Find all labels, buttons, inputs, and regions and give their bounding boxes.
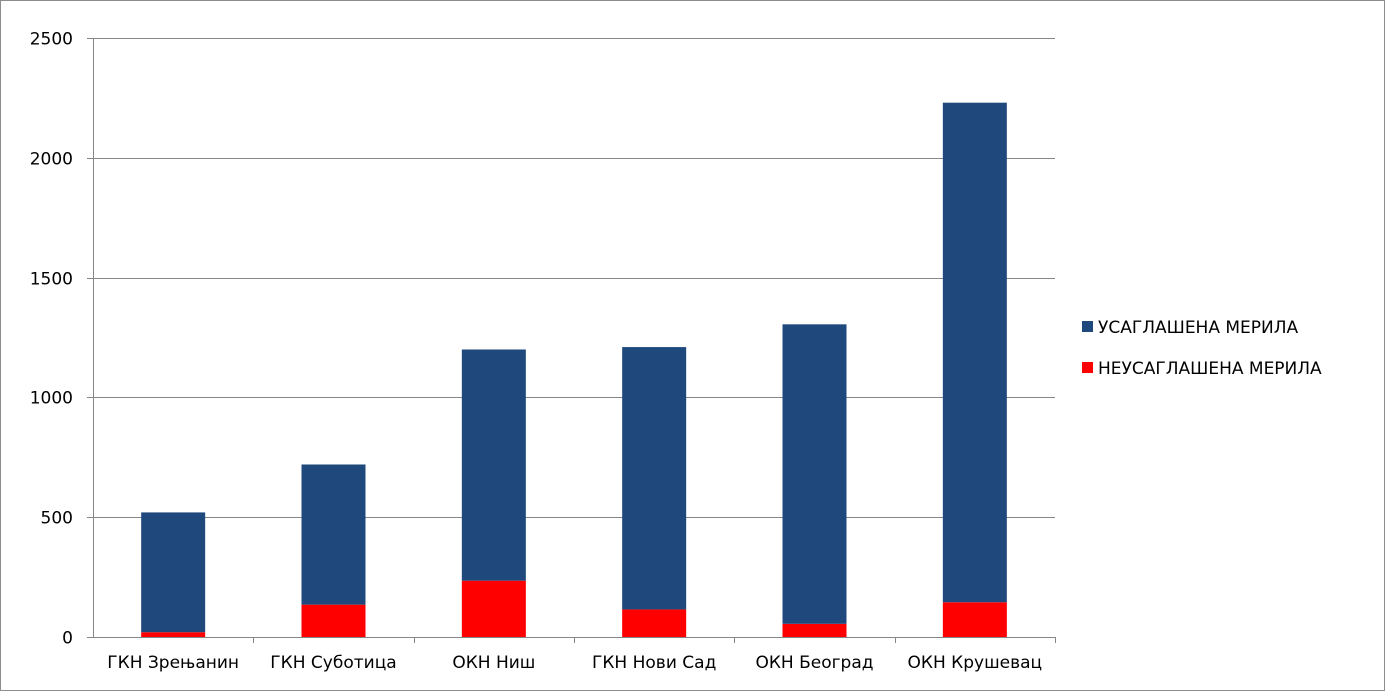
y-tick-label: 1000 (30, 389, 73, 409)
axes (87, 38, 1056, 643)
y-tick-labels: 0 500 1000 1500 2000 2500 (30, 30, 73, 649)
y-tick-label: 0 (62, 629, 73, 649)
bar-segment (622, 347, 687, 610)
bar-segment (942, 102, 1007, 603)
legend-label: НЕУСАГЛАШЕНА МЕРИЛА (1098, 359, 1322, 379)
y-tick-label: 2500 (30, 30, 73, 50)
bar-segment (782, 623, 847, 637)
x-tick-label: ГКН Зрењанин (107, 653, 239, 673)
bar-segment (301, 604, 366, 637)
y-tick-label: 1500 (30, 270, 73, 290)
bars (141, 102, 1007, 637)
bar-segment (622, 609, 687, 637)
legend-label: УСАГЛАШЕНА МЕРИЛА (1098, 318, 1299, 338)
bar-segment (141, 632, 206, 637)
y-tick-label: 2000 (30, 150, 73, 170)
legend-swatch (1082, 362, 1093, 373)
x-tick-labels: ГКН Зрењанин ГКН Суботица ОКН Ниш ГКН Нови … (107, 653, 1042, 673)
x-tick-label: ОКН Ниш (452, 653, 535, 673)
bar-segment (782, 324, 847, 624)
x-tick-label: ОКН Београд (755, 653, 873, 673)
x-tick-label: ОКН Крушевац (908, 653, 1043, 673)
x-tick-label: ГКН Нови Сад (592, 653, 716, 673)
bar-segment (461, 580, 526, 637)
legend-swatch (1082, 321, 1093, 332)
x-tick-label: ГКН Суботица (270, 653, 396, 673)
gridlines (93, 38, 1055, 518)
bar-segment (942, 602, 1007, 637)
bar-segment (461, 349, 526, 581)
bar-segment (301, 464, 366, 605)
legend: УСАГЛАШЕНА МЕРИЛА НЕУСАГЛАШЕНА МЕРИЛА (1082, 318, 1322, 379)
bar-segment (141, 512, 206, 633)
y-tick-label: 500 (41, 509, 73, 529)
